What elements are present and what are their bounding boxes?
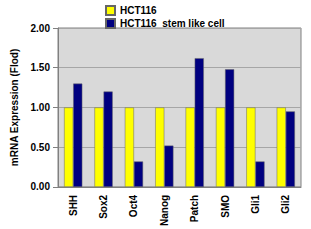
svg-text:1.00: 1.00 — [31, 102, 51, 113]
svg-text:Patch: Patch — [189, 195, 200, 222]
svg-text:HCT116 stem like cell: HCT116 stem like cell — [120, 18, 225, 29]
svg-text:0.00: 0.00 — [31, 181, 51, 192]
svg-text:2.00: 2.00 — [31, 23, 51, 34]
svg-text:0.50: 0.50 — [31, 142, 51, 153]
svg-text:1.50: 1.50 — [31, 62, 51, 73]
svg-text:Nanog: Nanog — [159, 195, 170, 226]
svg-text:Gli1: Gli1 — [250, 194, 261, 213]
svg-text:Sox2: Sox2 — [98, 194, 109, 218]
svg-text:Oct4: Oct4 — [128, 194, 139, 217]
svg-text:Gli2: Gli2 — [280, 194, 291, 213]
svg-text:SHH: SHH — [68, 195, 79, 216]
svg-text:mRNA Expression (Flod): mRNA Expression (Flod) — [9, 49, 20, 166]
svg-text:HCT116: HCT116 — [120, 5, 157, 16]
svg-text:SMO: SMO — [220, 195, 231, 218]
